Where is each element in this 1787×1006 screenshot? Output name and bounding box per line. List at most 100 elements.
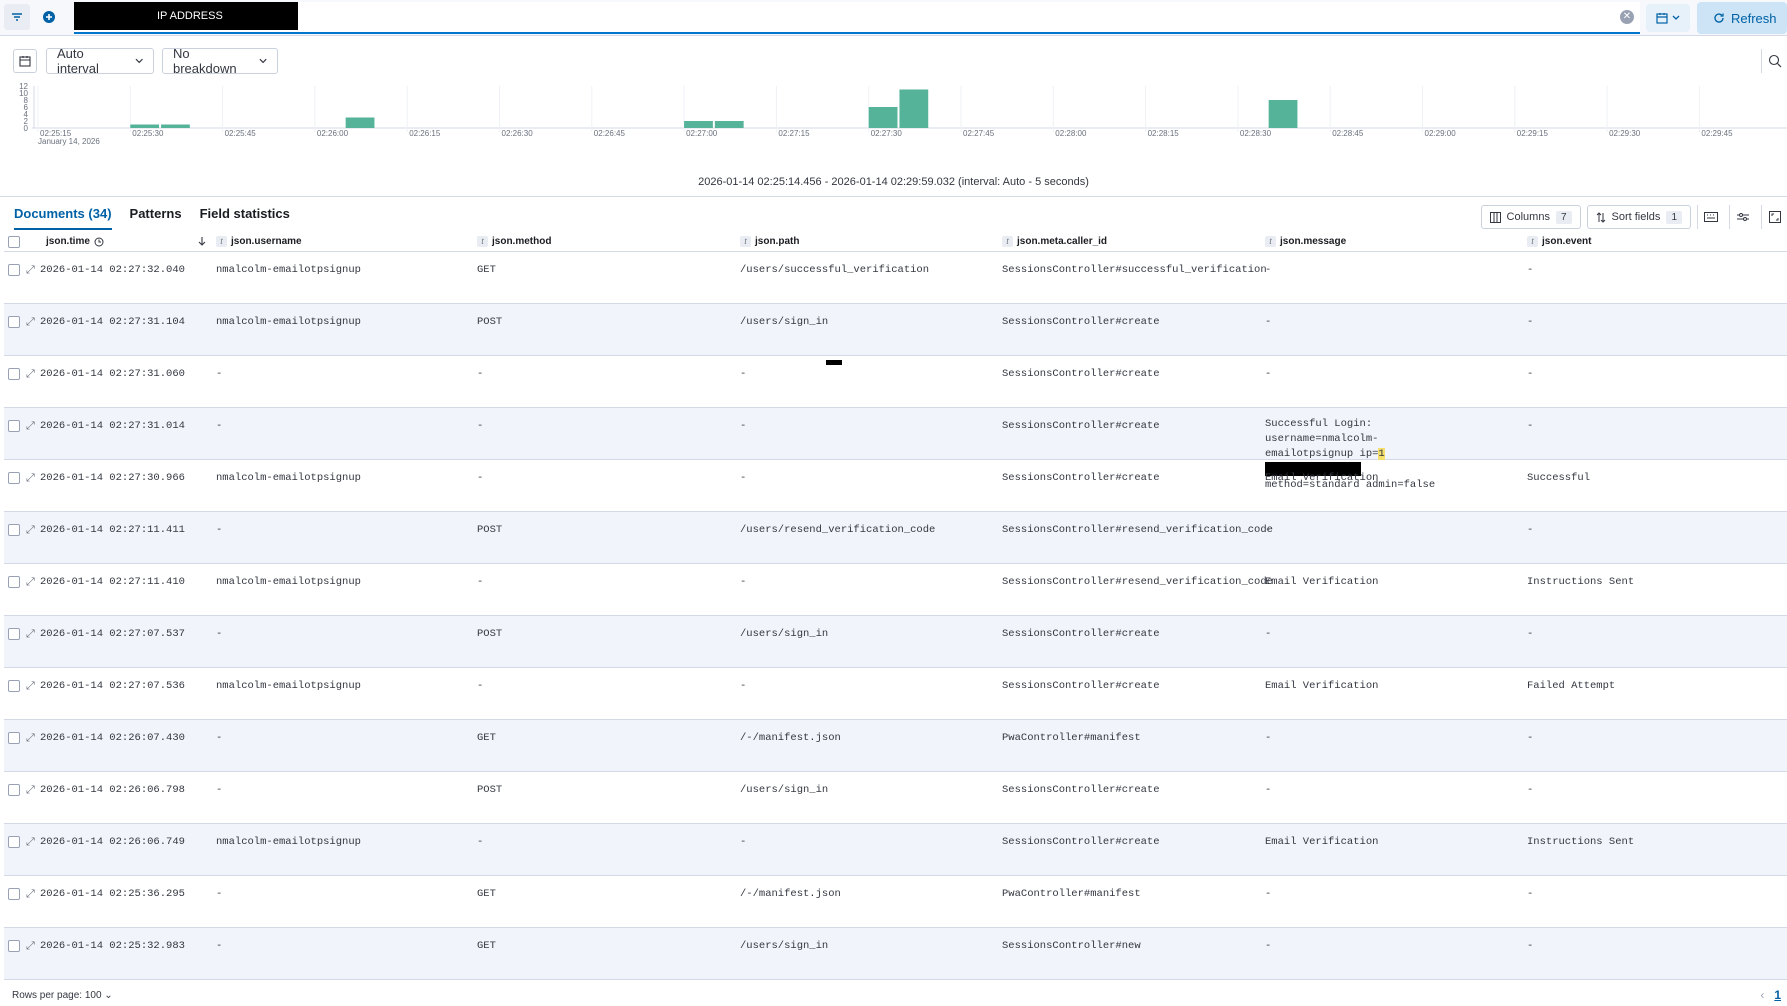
message-line: Successful Login: username=nmalcolm- [1265, 418, 1379, 445]
expand-row-icon[interactable]: ⤢ [26, 887, 35, 900]
table-row[interactable]: ⤢ 2026-01-14 02:27:31.104 nmalcolm-emailot… [4, 304, 1787, 356]
row-checkbox[interactable] [8, 732, 20, 744]
tab-patterns[interactable]: Patterns [129, 206, 182, 221]
inspect-icon [1768, 54, 1781, 68]
row-checkbox[interactable] [8, 784, 20, 796]
cell-event: - [1527, 888, 1534, 900]
tab-documents[interactable]: Documents (34) [14, 206, 112, 230]
expand-row-icon[interactable]: ⤢ [26, 835, 35, 848]
table-row[interactable]: ⤢ 2026-01-14 02:27:30.966 nmalcolm-emailot… [4, 460, 1787, 512]
sort-descending-icon[interactable] [198, 236, 206, 246]
tab-field-statistics[interactable]: Field statistics [199, 206, 290, 221]
inspect-button[interactable] [1761, 49, 1787, 73]
cell-time: 2026-01-14 02:26:06.798 [40, 784, 185, 796]
table-row[interactable]: ⤢ 2026-01-14 02:26:06.749 nmalcolm-emailot… [4, 824, 1787, 876]
row-checkbox[interactable] [8, 940, 20, 952]
expand-row-icon[interactable]: ⤢ [26, 679, 35, 692]
row-checkbox[interactable] [8, 836, 20, 848]
fullscreen-button[interactable] [1761, 205, 1787, 229]
histogram-bar[interactable] [899, 89, 929, 129]
column-header-event[interactable]: json.event [1542, 236, 1592, 247]
row-checkbox[interactable] [8, 524, 20, 536]
cell-method: GET [477, 732, 496, 744]
cell-username: - [216, 524, 223, 536]
row-checkbox[interactable] [8, 472, 20, 484]
expand-row-icon[interactable]: ⤢ [26, 471, 35, 484]
column-header-caller-id[interactable]: json.meta.caller_id [1017, 236, 1108, 247]
filter-menu-button[interactable] [4, 4, 30, 30]
row-checkbox[interactable] [8, 888, 20, 900]
previous-page-icon[interactable]: ‹ [1760, 988, 1765, 1002]
query-bar: IP ADDRESS ✕ Refresh [0, 0, 1787, 36]
rows-per-page-selector[interactable]: Rows per page: 100 ⌄ [12, 990, 113, 1001]
breakdown-dropdown[interactable]: No breakdown [162, 46, 278, 76]
column-header-time[interactable]: json.time [46, 236, 90, 247]
table-row[interactable]: ⤢ 2026-01-14 02:25:32.983 - GET/users/sign_… [4, 928, 1787, 980]
cell-path: - [740, 420, 747, 432]
table-row[interactable]: ⤢ 2026-01-14 02:25:36.295 - GET /-/manifest.… [4, 876, 1787, 928]
interval-dropdown[interactable]: Auto interval [46, 46, 154, 76]
cell-event: - [1527, 316, 1534, 328]
row-checkbox[interactable] [8, 628, 20, 640]
display-settings-button[interactable] [1729, 205, 1755, 229]
table-row[interactable]: ⤢ 2026-01-14 02:27:32.040 nmalcolm-emailot… [4, 252, 1787, 304]
expand-row-icon[interactable]: ⤢ [26, 419, 35, 432]
expand-row-icon[interactable]: ⤢ [26, 575, 35, 588]
table-row[interactable]: ⤢ 2026-01-14 02:27:07.537 - POST/users/sign… [4, 616, 1787, 668]
histogram-bar[interactable] [868, 107, 898, 128]
table-row[interactable]: ⤢ 2026-01-14 02:27:31.014 - - - SessionsContr… [4, 408, 1787, 491]
refresh-button[interactable]: Refresh [1697, 2, 1787, 34]
column-header-method[interactable]: json.method [492, 236, 552, 247]
column-header-message[interactable]: json.message [1280, 236, 1347, 247]
row-checkbox[interactable] [8, 420, 20, 432]
query-input[interactable]: IP ADDRESS ✕ [74, 2, 1640, 34]
cell-method: GET [477, 888, 496, 900]
column-header-path[interactable]: json.path [755, 236, 800, 247]
histogram-bar[interactable] [161, 124, 190, 129]
select-all-checkbox[interactable] [8, 236, 20, 248]
expand-row-icon[interactable]: ⤢ [26, 263, 35, 276]
keyboard-shortcuts-button[interactable] [1697, 205, 1723, 229]
cell-username: nmalcolm-emailotpsignup [216, 836, 361, 848]
chart-options-button[interactable] [13, 49, 37, 73]
histogram-bar[interactable] [1268, 100, 1298, 128]
cell-event: Instructions Sent [1527, 576, 1635, 588]
table-row[interactable]: ⤢ 2026-01-14 02:27:07.536 nmalcolm-emailot… [4, 668, 1787, 720]
expand-row-icon[interactable]: ⤢ [26, 939, 35, 952]
row-checkbox[interactable] [8, 368, 20, 380]
add-filter-button[interactable] [36, 4, 62, 30]
histogram-bar[interactable] [130, 124, 160, 129]
row-checkbox[interactable] [8, 264, 20, 276]
row-checkbox[interactable] [8, 680, 20, 692]
expand-row-icon[interactable]: ⤢ [26, 367, 35, 380]
column-header-username[interactable]: json.username [231, 236, 302, 247]
expand-row-icon[interactable]: ⤢ [26, 627, 35, 640]
cell-method: GET [477, 940, 496, 952]
date-picker-button[interactable] [1646, 4, 1690, 32]
expand-row-icon[interactable]: ⤢ [26, 783, 35, 796]
histogram-bar[interactable] [714, 121, 744, 128]
columns-button[interactable]: Columns 7 [1480, 205, 1581, 229]
clear-query-icon[interactable]: ✕ [1620, 10, 1634, 24]
expand-row-icon[interactable]: ⤢ [26, 315, 35, 328]
cell-username: nmalcolm-emailotpsignup [216, 680, 361, 692]
cell-username: - [216, 420, 223, 432]
x-tick-label: 02:25:15 [40, 129, 72, 138]
table-row[interactable]: ⤢ 2026-01-14 02:27:11.410 nmalcolm-emailot… [4, 564, 1787, 616]
page-number[interactable]: 1 [1774, 988, 1781, 1002]
cell-method: - [477, 472, 484, 484]
rows-per-page-label: Rows per page: 100 [12, 990, 102, 1001]
expand-row-icon[interactable]: ⤢ [26, 523, 35, 536]
histogram-bar[interactable] [684, 121, 713, 128]
sort-fields-button[interactable]: Sort fields 1 [1586, 205, 1691, 229]
expand-row-icon[interactable]: ⤢ [26, 731, 35, 744]
row-checkbox[interactable] [8, 316, 20, 328]
table-row[interactable]: ⤢ 2026-01-14 02:27:11.411 - POST/users/rese… [4, 512, 1787, 564]
table-row[interactable]: ⤢ 2026-01-14 02:27:31.060 - - - SessionsContr… [4, 356, 1787, 408]
cell-time: 2026-01-14 02:27:31.104 [40, 316, 185, 328]
table-row[interactable]: ⤢ 2026-01-14 02:26:07.430 - GET /-/manifest.… [4, 720, 1787, 772]
row-checkbox[interactable] [8, 576, 20, 588]
cell-event: - [1527, 784, 1534, 796]
table-row[interactable]: ⤢ 2026-01-14 02:26:06.798 - POST/users/sign… [4, 772, 1787, 824]
histogram-bar[interactable] [345, 117, 375, 129]
